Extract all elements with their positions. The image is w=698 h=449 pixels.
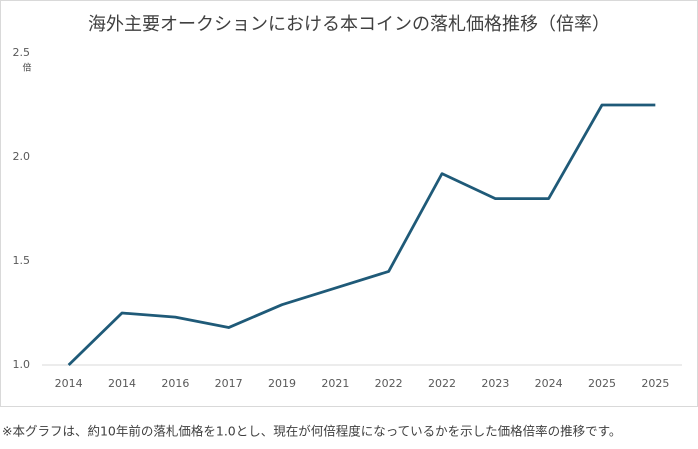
x-tick-label: 2019 [268,377,296,390]
x-tick-label: 2023 [481,377,509,390]
chart-title: 海外主要オークションにおける本コインの落札価格推移（倍率） [88,14,610,35]
y-tick-label: 1.5 [13,254,31,267]
x-tick-label: 2025 [588,377,616,390]
y-unit: 倍 [22,62,31,74]
x-tick-label: 2022 [375,377,403,390]
footnote: ※本グラフは、約10年前の落札価格を1.0とし、現在が何倍程度になっているかを示… [2,424,621,439]
data-line [67,103,656,367]
y-tick-label: 2.0 [13,150,31,163]
x-tick-label: 2017 [215,377,243,390]
chart-frame [0,0,698,407]
x-tick-label: 2025 [641,377,669,390]
x-tick-label: 2014 [108,377,136,390]
x-tick-label: 2021 [321,377,349,390]
x-tick-label: 2024 [535,377,563,390]
x-tick-label: 2016 [161,377,189,390]
y-tick-label: 1.0 [13,358,31,371]
x-tick-label: 2022 [428,377,456,390]
x-tick-label: 2014 [55,377,83,390]
y-tick-label: 2.5 [13,46,31,59]
